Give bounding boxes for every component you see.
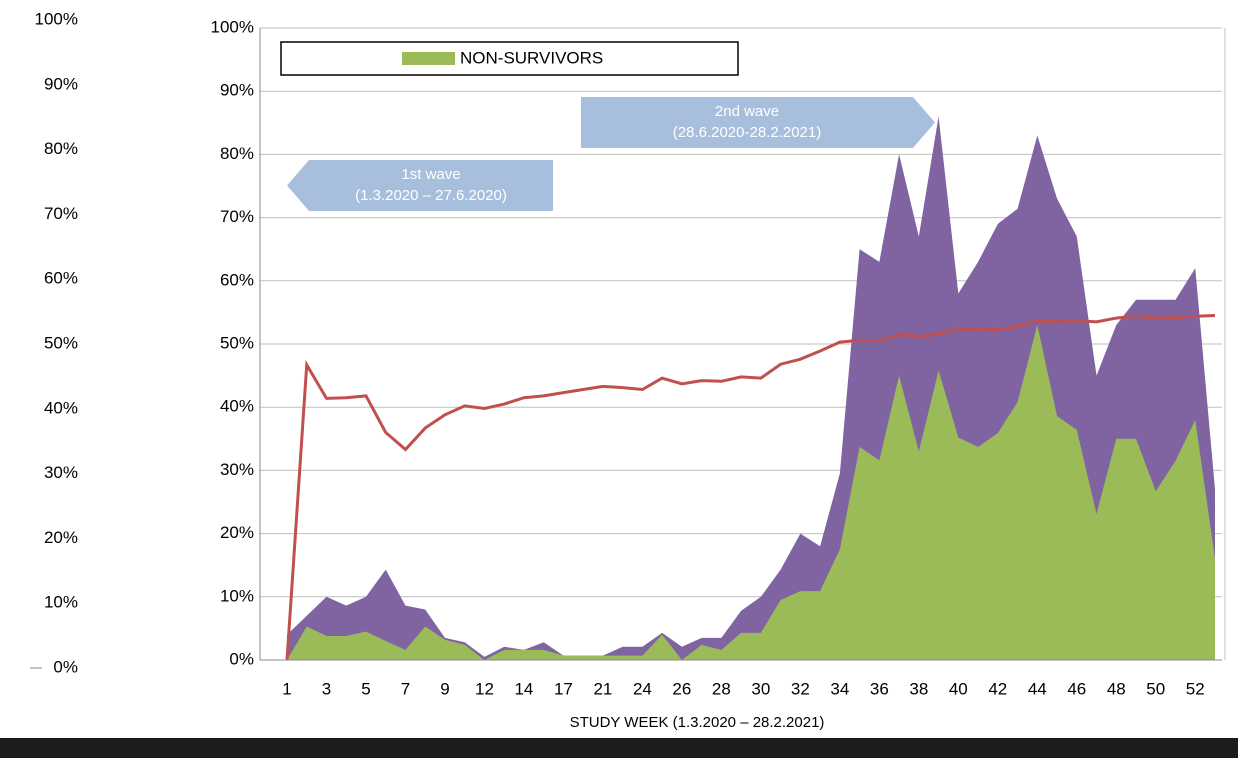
y-tick-label: 10% (220, 586, 254, 605)
x-tick-label: 28 (712, 679, 731, 698)
x-tick-label: 50 (1146, 679, 1165, 698)
y2-tick-label: 70% (44, 204, 78, 223)
x-tick-label: 52 (1186, 679, 1205, 698)
x-tick-label: 21 (593, 679, 612, 698)
y2-tick-label: 30% (44, 463, 78, 482)
y2-tick-label: 50% (44, 333, 78, 352)
y-tick-label: 60% (220, 270, 254, 289)
x-tick-label: 7 (401, 679, 410, 698)
x-tick-label: 42 (988, 679, 1007, 698)
y-tick-label: 40% (220, 397, 254, 416)
legend-label: NON-SURVIVORS (460, 48, 603, 67)
x-tick-label: 24 (633, 679, 652, 698)
x-tick-label: 34 (830, 679, 849, 698)
y2-tick-label: 10% (44, 593, 78, 612)
line (285, 314, 1216, 661)
annotation-text: 2nd wave (715, 103, 779, 120)
annotation-arrow (581, 97, 935, 148)
y-tick-label: 0% (229, 649, 254, 668)
x-tick-label: 9 (440, 679, 449, 698)
x-tick-label: 12 (475, 679, 494, 698)
y2-tick-label: 60% (44, 269, 78, 288)
annotation-arrow (287, 160, 553, 211)
x-tick-label: 44 (1028, 679, 1047, 698)
y-tick-label: 20% (220, 523, 254, 542)
x-tick-label: 3 (322, 679, 331, 698)
y2-tick-label: 80% (44, 139, 78, 158)
x-tick-label: 48 (1107, 679, 1126, 698)
y2-tick-label: 0% (53, 657, 78, 676)
y2-tick-label: 40% (44, 398, 78, 417)
x-tick-label: 46 (1067, 679, 1086, 698)
y-tick-label: 80% (220, 144, 254, 163)
y-tick-label: 100% (211, 17, 254, 36)
y2-tick-label: 20% (44, 528, 78, 547)
y2-tick-label: 100% (35, 9, 78, 28)
annotation-text: 1st wave (401, 166, 460, 183)
x-tick-label: 26 (672, 679, 691, 698)
x-tick-label: 38 (909, 679, 928, 698)
y-tick-label: 70% (220, 207, 254, 226)
y2-tick-label: 90% (44, 74, 78, 93)
legend-box (280, 41, 739, 76)
x-tick-label: 40 (949, 679, 968, 698)
area (287, 325, 1215, 660)
x-tick-label: 36 (870, 679, 889, 698)
footer-band (0, 738, 1238, 758)
x-tick-label: 14 (514, 679, 533, 698)
annotation-text: (28.6.2020-28.2.2021) (673, 124, 821, 141)
x-axis-label: STUDY WEEK (1.3.2020 – 28.2.2021) (569, 714, 825, 731)
x-tick-label: 17 (554, 679, 573, 698)
annotation-text: (1.3.2020 – 27.6.2020) (355, 187, 507, 204)
y-tick-label: 50% (220, 333, 254, 352)
legend-swatch (402, 52, 455, 65)
y-tick-label: 90% (220, 81, 254, 100)
x-tick-label: 30 (751, 679, 770, 698)
x-tick-label: 32 (791, 679, 810, 698)
x-tick-label: 1 (282, 679, 291, 698)
x-tick-label: 5 (361, 679, 370, 698)
y-tick-label: 30% (220, 460, 254, 479)
